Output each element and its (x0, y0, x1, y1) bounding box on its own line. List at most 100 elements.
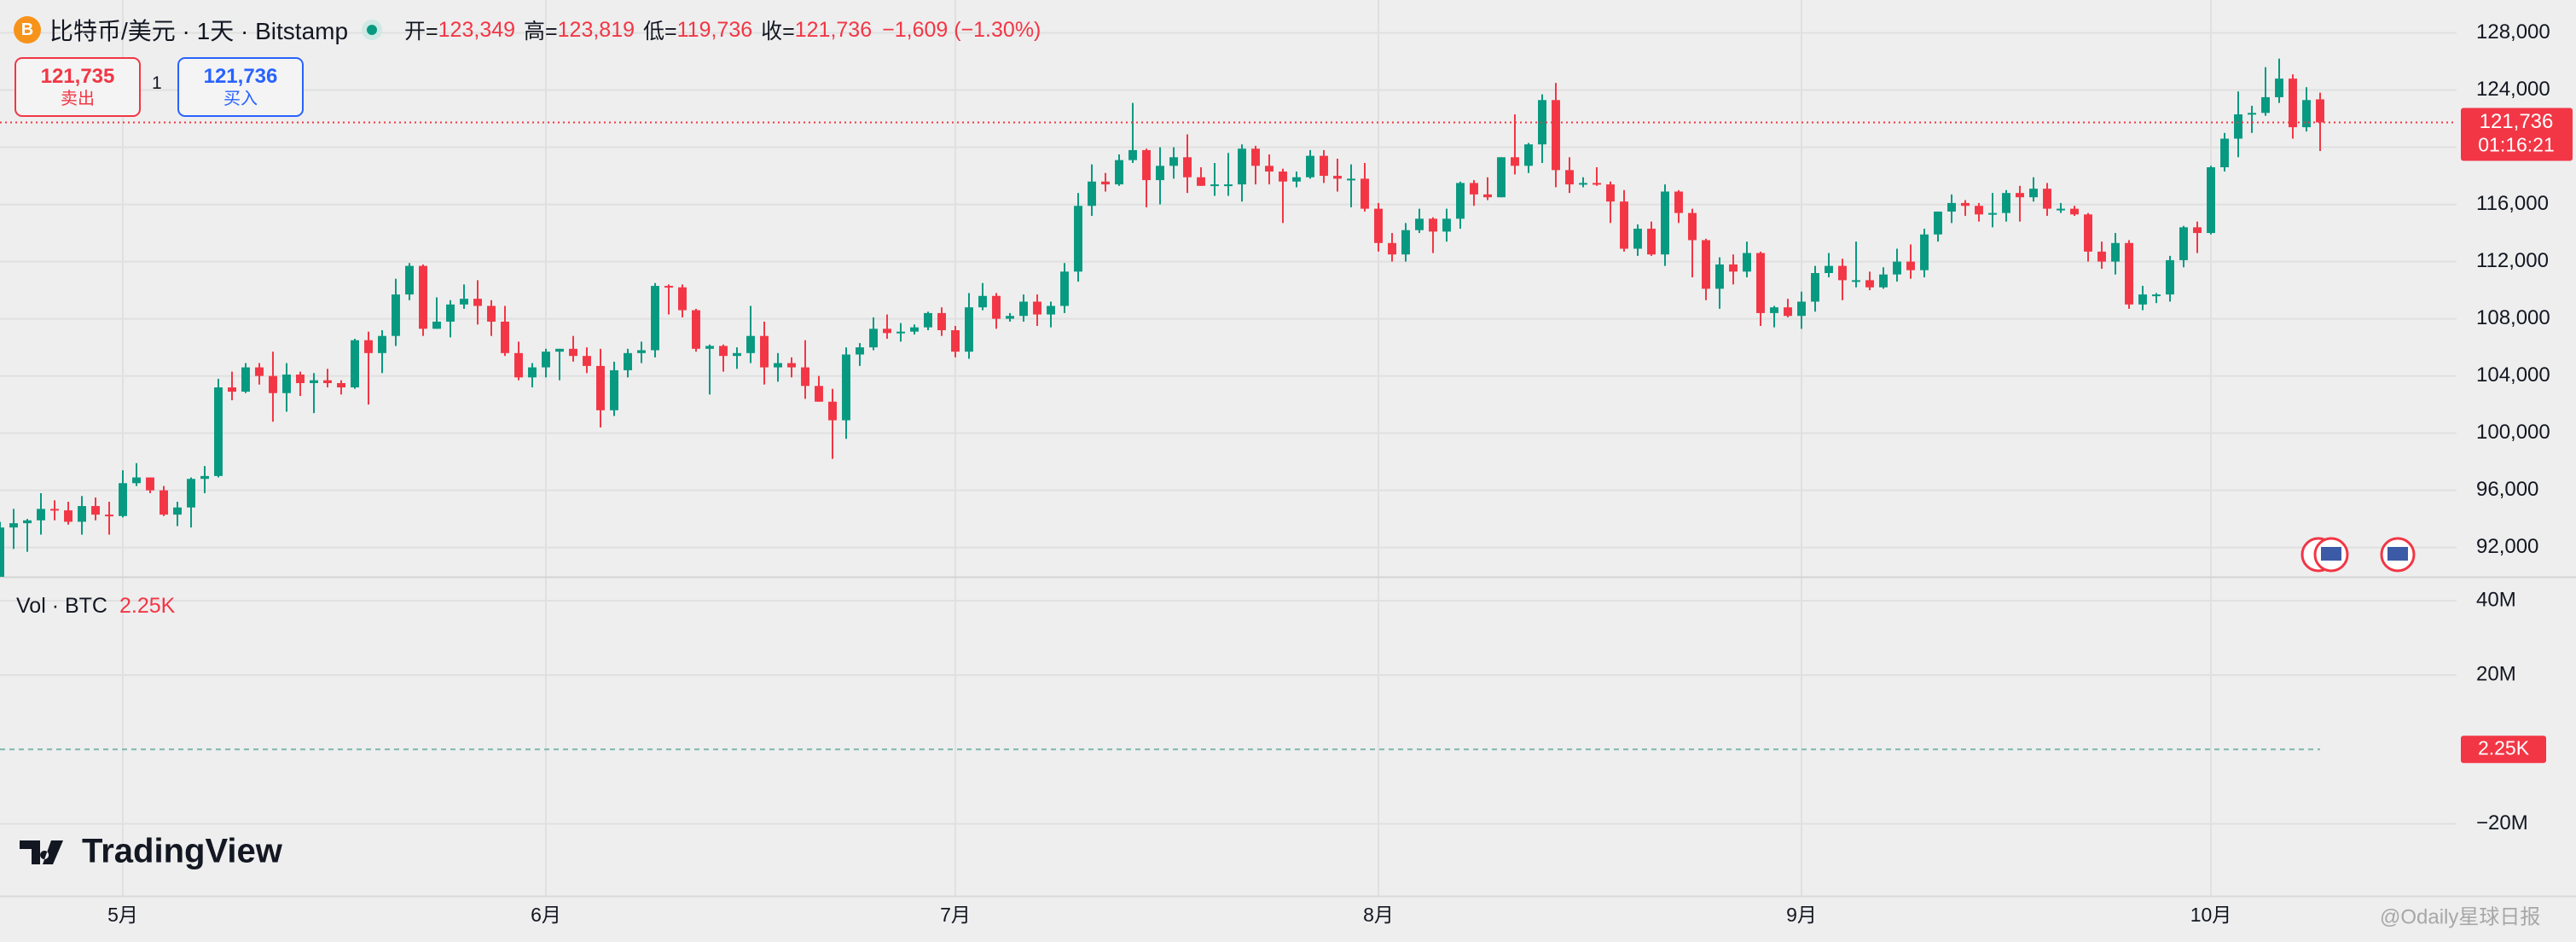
candle-body (446, 304, 455, 322)
candle-body (2097, 251, 2106, 262)
candle-body (678, 287, 687, 311)
candle-body (460, 299, 468, 305)
candle-body (1388, 242, 1396, 255)
x-tick-label: 10月 (2190, 904, 2232, 926)
candle-body (1756, 253, 1765, 313)
candle-body (869, 329, 878, 348)
overlay: 5月 6月 7月 8月 9月 10月 92,000 96,000 100,000 104,000 1… (0, 20, 2573, 926)
candle-body (787, 363, 796, 368)
candle-body (78, 506, 86, 522)
y-tick-label: 96,000 (2476, 478, 2538, 501)
candle-body (1128, 149, 1137, 160)
sell-button[interactable]: 121,735 卖出 (15, 57, 141, 117)
symbol[interactable]: 比特币/美元 · 1天 · Bitstamp (49, 18, 349, 44)
watermark: @Odaily星球日报 (2380, 905, 2540, 928)
logo: TradingView (20, 833, 283, 870)
candle-body (228, 387, 236, 392)
candle-body (0, 527, 4, 577)
candle-body (173, 507, 182, 515)
volume-label: 2.25K (2478, 736, 2530, 759)
candle-body (1415, 218, 1424, 230)
candle-body (2220, 138, 2229, 168)
candle-body (1620, 201, 1628, 249)
candle-body (1074, 206, 1082, 272)
ohlc-value: 123,819 (557, 17, 635, 42)
buy-price: 121,736 (203, 65, 278, 88)
x-tick-label: 7月 (940, 904, 971, 926)
y-tick-label: 108,000 (2476, 306, 2550, 329)
candle-body (569, 348, 577, 357)
candle-body (1975, 206, 1983, 215)
candle-body (760, 335, 769, 368)
candle-body (1743, 253, 1751, 272)
candle-body (1142, 149, 1151, 181)
y-tick-label: 116,000 (2476, 192, 2549, 215)
x-tick-label: 6月 (531, 904, 561, 926)
candle-body (1838, 265, 1847, 281)
candle-body (419, 265, 427, 329)
x-tick-label: 8月 (1363, 904, 1394, 926)
candle-body (1920, 234, 1929, 270)
countdown: 01:16:21 (2478, 134, 2555, 156)
candle-body (337, 382, 345, 388)
candle-body (2138, 294, 2147, 305)
candle-body (528, 367, 537, 378)
candle-body (2029, 189, 2038, 198)
last-price-box (2461, 108, 2573, 161)
candle-body (2316, 99, 2324, 123)
candle-body (105, 515, 113, 517)
candle-body (1688, 212, 1697, 241)
sell-price: 121,735 (40, 65, 115, 88)
candle-body (1306, 155, 1314, 177)
candle-body (978, 295, 987, 308)
candle-body (119, 483, 127, 516)
y-tick-label: 104,000 (2476, 363, 2550, 387)
candle-body (1524, 144, 1533, 166)
candle-body (733, 352, 741, 357)
candle-body (2275, 78, 2283, 97)
event-icons (2300, 537, 2416, 573)
candle-body (1265, 166, 1273, 172)
candle-body (1797, 301, 1806, 317)
candle-body (705, 346, 714, 349)
candle-body (2193, 227, 2202, 234)
change: −1,609 (−1.30%) (882, 17, 1041, 42)
candle-body (1251, 148, 1260, 166)
candle-body (1224, 184, 1233, 187)
candle-body (1511, 157, 1519, 166)
candle-body (542, 352, 550, 368)
candle-body (514, 352, 523, 378)
candle-body (200, 475, 209, 480)
y-tick-label: 100,000 (2476, 421, 2550, 444)
candles (0, 58, 2324, 577)
candle-body (610, 369, 618, 410)
candle-body (1729, 264, 1738, 272)
candle-body (937, 312, 946, 331)
candle-body (1210, 184, 1219, 187)
candle-body (1715, 264, 1724, 289)
candle-body (2179, 227, 2188, 260)
candle-body (405, 265, 414, 295)
candle-body (1497, 157, 1506, 198)
y-tick-label: 92,000 (2476, 535, 2538, 558)
ohlc-value: 119,736 (676, 17, 753, 42)
candle-body (1606, 184, 1615, 202)
candle-body (378, 335, 386, 353)
candle-body (719, 346, 728, 357)
candle-body (555, 348, 564, 352)
candle-body (1661, 191, 1669, 255)
candle-body (1988, 212, 1997, 215)
candle-body (146, 477, 154, 491)
buy-label: 买入 (223, 90, 258, 108)
candle-body (2111, 242, 2120, 262)
ohlc-key: 开= (404, 20, 438, 44)
candle-body (1442, 218, 1451, 232)
candle-body (965, 307, 973, 352)
candle-body (255, 367, 264, 376)
candle-body (2207, 167, 2215, 234)
candle-body (924, 312, 932, 328)
candle-body (1347, 178, 1355, 181)
buy-button[interactable]: 121,736 买入 (177, 57, 304, 117)
